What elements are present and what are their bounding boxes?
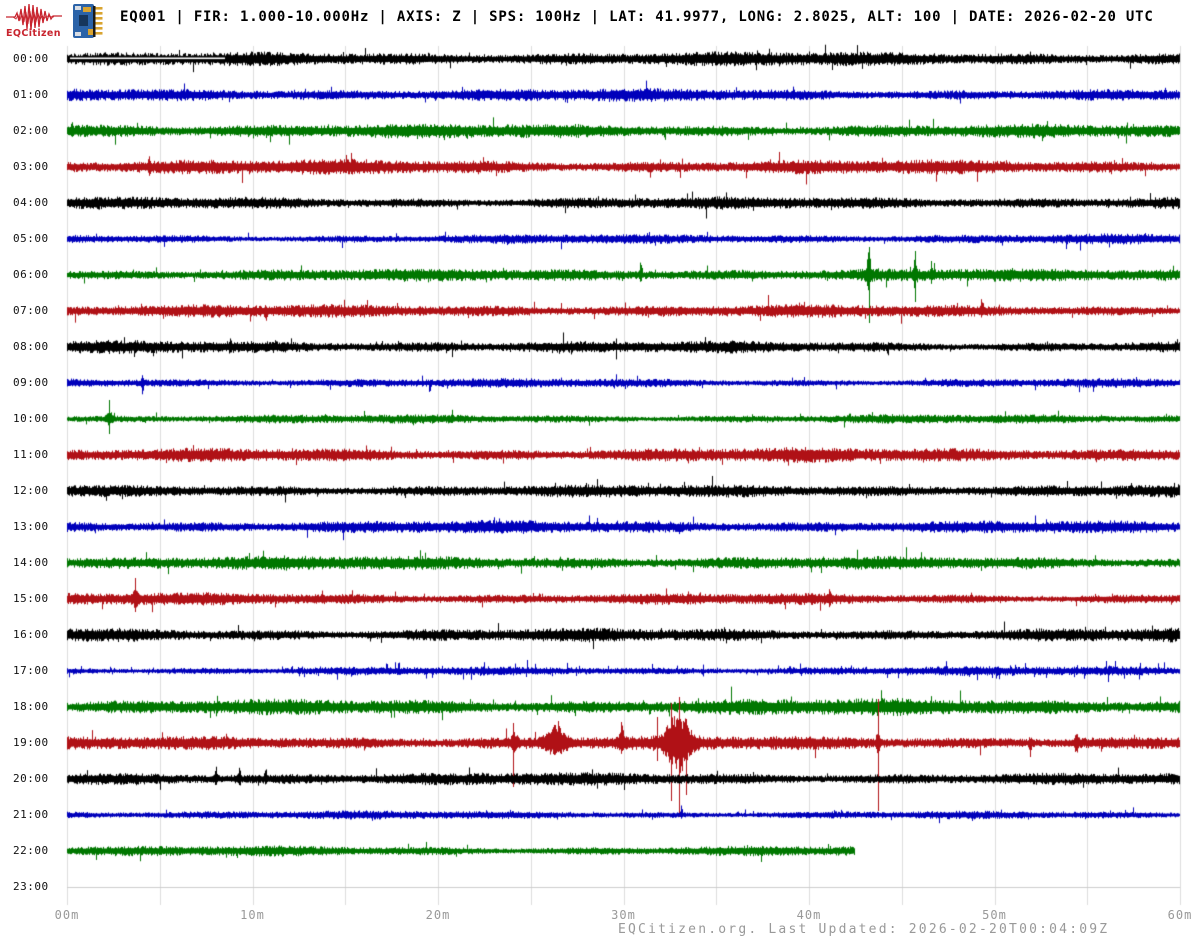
hour-label: 07:00 — [13, 304, 49, 317]
hour-label: 14:00 — [13, 556, 49, 569]
hour-label: 18:00 — [13, 700, 49, 713]
footer-status-text: EQCitizen.org. Last Updated: 2026-02-20T… — [618, 922, 1110, 937]
minute-tick-label: 20m — [425, 908, 451, 922]
hour-label: 02:00 — [13, 124, 49, 137]
minute-tick-label: 60m — [1167, 908, 1193, 922]
minute-tick-label: 50m — [982, 908, 1007, 922]
hour-label: 19:00 — [13, 736, 49, 749]
hour-label: 06:00 — [13, 268, 49, 281]
hour-label: 03:00 — [13, 160, 49, 173]
hour-label: 10:00 — [13, 412, 49, 425]
hour-label: 05:00 — [13, 232, 49, 245]
minute-tick-label: 30m — [611, 908, 636, 922]
hour-label: 22:00 — [13, 844, 49, 857]
hour-label: 00:00 — [13, 52, 49, 65]
hour-label: 12:00 — [13, 484, 49, 497]
hour-label: 15:00 — [13, 592, 49, 605]
hour-label: 11:00 — [13, 448, 49, 461]
hour-label: 23:00 — [13, 880, 49, 893]
hour-label: 21:00 — [13, 808, 49, 821]
hour-label: 01:00 — [13, 88, 49, 101]
minute-tick-label: 40m — [796, 908, 822, 922]
hour-label: 09:00 — [13, 376, 49, 389]
minute-tick-label: 10m — [240, 908, 265, 922]
hour-label: 16:00 — [13, 628, 49, 641]
minute-tick-label: 00m — [54, 908, 80, 922]
hour-label: 17:00 — [13, 664, 49, 677]
hour-label: 04:00 — [13, 196, 49, 209]
hour-label: 13:00 — [13, 520, 49, 533]
hour-label: 20:00 — [13, 772, 49, 785]
hour-label: 08:00 — [13, 340, 49, 353]
